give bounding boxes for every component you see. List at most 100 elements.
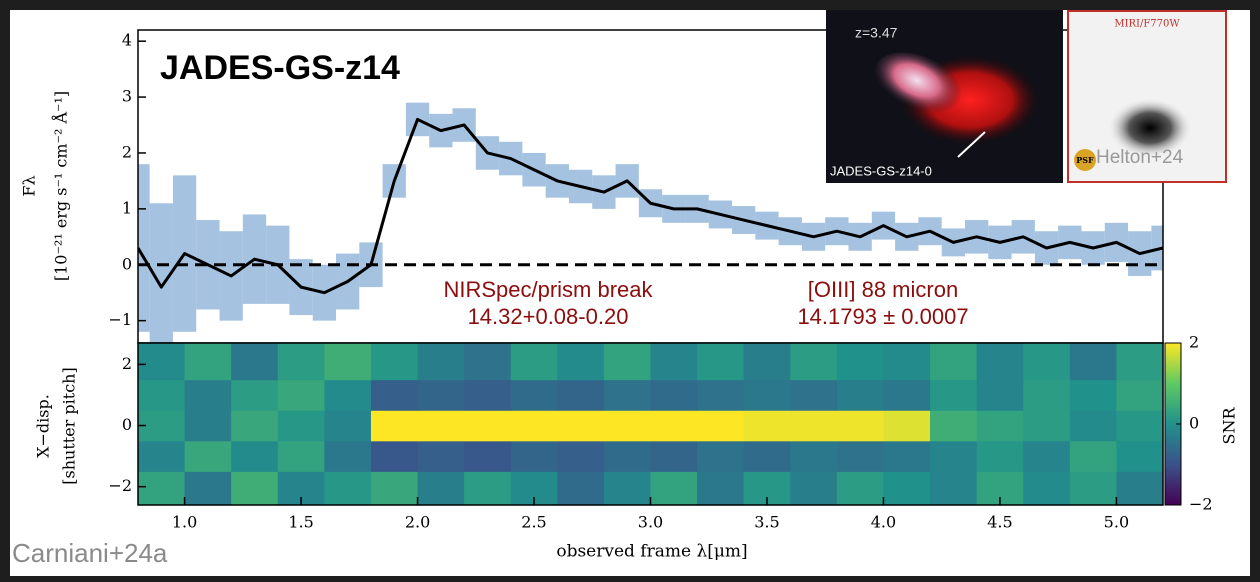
x-tick-label: 5.0 xyxy=(1104,513,1129,532)
heatmap-cell xyxy=(231,440,279,472)
heatmap-cell xyxy=(277,410,325,442)
heatmap-cell xyxy=(370,379,419,411)
heatmap-cell xyxy=(976,440,1024,472)
heatmap-cell xyxy=(1116,379,1164,411)
y-axis-label: Fλ xyxy=(20,175,39,196)
x-tick-label: 3.5 xyxy=(754,513,779,532)
heatmap-cell xyxy=(138,440,186,472)
heatmap-cell xyxy=(277,379,325,411)
heatmap-cell xyxy=(464,379,512,411)
colorbar-label: SNR xyxy=(1220,407,1239,445)
heatmap-cell xyxy=(557,379,605,411)
axes-frame xyxy=(137,342,1164,506)
y-axis-label: X−disp. xyxy=(34,394,53,458)
colorbar-tick-label: −2 xyxy=(1189,495,1213,514)
heatmap-cell xyxy=(697,343,745,381)
error-band xyxy=(138,164,150,332)
y-tick-label: 4 xyxy=(122,31,132,50)
heatmap-cell xyxy=(510,410,558,442)
heatmap-cell xyxy=(976,410,1024,442)
error-band xyxy=(149,203,173,343)
heatmap-cell xyxy=(417,471,465,506)
heatmap-cell xyxy=(790,410,838,442)
heatmap-cell xyxy=(743,379,791,411)
heatmap-cell xyxy=(370,410,419,442)
heatmap-cell xyxy=(697,440,745,472)
heatmap-cell xyxy=(930,379,978,411)
psf-marker xyxy=(1074,149,1096,171)
y-tick-label: 3 xyxy=(122,87,132,106)
heatmap-cell xyxy=(277,343,325,381)
heatmap-cell xyxy=(557,343,605,381)
heatmap-cell xyxy=(231,471,279,506)
heatmap-cell xyxy=(1023,440,1071,472)
source-credit: Carniani+24a xyxy=(12,538,168,568)
heatmap-cell xyxy=(464,440,512,472)
heatmap-cell xyxy=(464,343,512,381)
inset-color-image: z=3.47 JADES-GS-z14-0 xyxy=(826,10,1063,183)
heatmap-cell xyxy=(231,343,279,381)
heatmap-cell xyxy=(510,343,558,381)
heatmap-cell xyxy=(184,471,232,506)
heatmap-cell xyxy=(883,379,931,411)
heatmap-cell xyxy=(836,410,884,442)
heatmap-cell xyxy=(650,343,698,381)
heatmap-cell xyxy=(1116,343,1164,381)
heatmap-cell xyxy=(603,440,651,472)
heatmap-cell xyxy=(1069,379,1117,411)
heatmap-cell xyxy=(324,440,372,472)
colorbar-tick-label: 2 xyxy=(1189,333,1199,352)
heatmap-cell xyxy=(277,440,325,472)
heatmap-cell xyxy=(1069,410,1117,442)
inset-caption: JADES-GS-z14-0 xyxy=(830,163,932,178)
heatmap-cell xyxy=(976,343,1024,381)
plot-area xyxy=(138,102,1163,343)
heatmap-cell xyxy=(184,343,232,381)
heatmap-cell xyxy=(138,343,186,381)
heatmap-cell xyxy=(650,440,698,472)
heatmap-cell xyxy=(883,410,931,442)
galaxy-foreground xyxy=(874,52,966,118)
heatmap-cell xyxy=(184,410,232,442)
x-axis-label: observed frame λ[μm] xyxy=(556,542,747,562)
spectrum-panel: −1 0 1 2 3 4 xyxy=(108,29,1164,344)
chart-title: JADES-GS-z14 xyxy=(160,49,400,87)
heatmap-cell xyxy=(790,440,838,472)
heatmap-cell xyxy=(557,440,605,472)
x-tick-label: 1.5 xyxy=(288,513,313,532)
heatmap-cell xyxy=(603,471,651,506)
heatmap-cell xyxy=(930,471,978,506)
x-tick-label: 2.5 xyxy=(521,513,546,532)
heatmap-cell xyxy=(184,379,232,411)
heatmap-cell xyxy=(790,379,838,411)
heatmap-cell xyxy=(930,343,978,381)
heatmap-cell xyxy=(231,379,279,411)
y-axis-label: [shutter pitch] xyxy=(60,367,79,484)
heatmap-cell xyxy=(1023,379,1071,411)
heatmap-cell xyxy=(324,410,372,442)
heatmap-cell xyxy=(370,471,419,506)
heatmap-cell xyxy=(836,471,884,506)
heatmap-cell xyxy=(790,343,838,381)
heatmap-cell xyxy=(1023,410,1071,442)
heatmap-cell xyxy=(417,343,465,381)
heatmap-cell xyxy=(557,471,605,506)
heatmap-cell xyxy=(603,379,651,411)
heatmap-cell xyxy=(697,471,745,506)
heatmap-cell xyxy=(370,343,419,381)
y-tick-label: 1 xyxy=(122,198,132,217)
heatmap-cell xyxy=(650,471,698,506)
inset-credit: Helton+24 xyxy=(1096,147,1184,168)
heatmap-cell xyxy=(883,343,931,381)
inset-label: z=3.47 xyxy=(855,25,898,41)
x-tick-label: 3.0 xyxy=(638,513,663,532)
heatmap-cell xyxy=(1116,440,1164,472)
annotation: 14.1793 ± 0.0007 xyxy=(797,304,968,329)
heatmap-cell xyxy=(370,440,419,472)
x-tick-label: 4.0 xyxy=(871,513,896,532)
heatmap-cell xyxy=(324,379,372,411)
heatmap-cell xyxy=(650,379,698,411)
heatmap-cell xyxy=(417,440,465,472)
heatmap-cell xyxy=(836,343,884,381)
